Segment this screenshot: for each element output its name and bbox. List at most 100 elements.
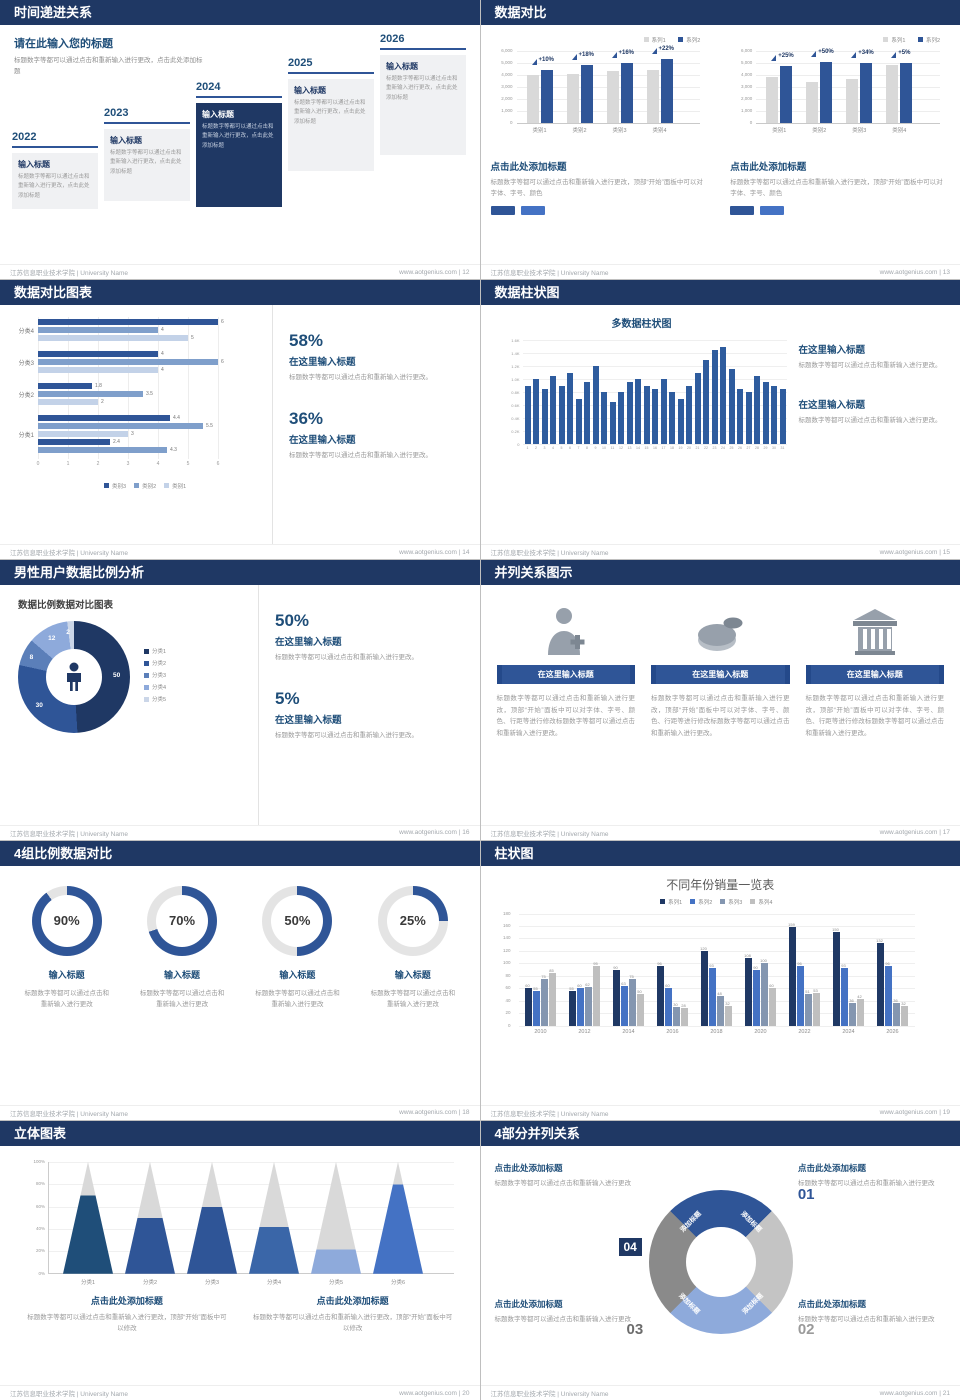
c15-bar — [524, 385, 531, 445]
c14-glab: 分类1 — [18, 433, 34, 440]
c13-flag — [771, 55, 777, 61]
chart-area: 数据比例数据对比图表 50 30 8 12 2 分类1 分类2 分类3 分类4 分类5 — [0, 585, 258, 824]
leg16-item: 分类2 — [144, 659, 166, 667]
c14-bar — [38, 391, 143, 398]
c19-val: 36 — [849, 998, 854, 1004]
c15-ylab: 1.4K — [511, 351, 520, 357]
c14-xlab: 5 — [186, 461, 190, 468]
timeline-card-highlight: 输入标题 标题数字等都可以通过点击和重新输入进行更改，点击此处添加标题 — [196, 103, 282, 207]
c15-grid — [522, 366, 787, 368]
c19-val: 90 — [753, 964, 758, 970]
chart-area: 多数据柱状图 1.6K 1.4K 1.2K 1.0K 0.8K 0.6K 0.4K 0.2K 0… — [481, 305, 791, 544]
c19-bar — [804, 993, 812, 1026]
lg-sq — [164, 483, 170, 489]
c13-delta: +50% — [818, 48, 834, 55]
c19-xlab: 2014 — [622, 1028, 635, 1035]
c15-bar — [643, 385, 650, 445]
ring-item-4: 25% 输入标题 标题数字等都可以通过点击和重新输入进行更改 — [360, 885, 465, 1105]
grouped-bar-chart: 6,000 5,000 4,000 3,000 2,000 1,000 0 +25% 类别1 +5… — [730, 45, 948, 149]
c19-val: 132 — [876, 938, 883, 944]
building-icon — [806, 603, 945, 656]
lg-t: 分类4 — [152, 685, 167, 692]
lg-t: 系列2 — [698, 899, 713, 906]
c14-glab: 分类2 — [18, 393, 34, 400]
c19-val: 75 — [629, 973, 634, 979]
slide-title-bar: 并列关系图示 — [480, 560, 960, 586]
c19-bar — [540, 978, 548, 1026]
c19-bar — [796, 965, 804, 1026]
c19-val: 55 — [569, 986, 574, 992]
card-text: 标题数字等都可以通过点击和重新输入进行更改，点击此处添加标题 — [386, 76, 458, 101]
chart-caption: 点击此处添加标题 — [730, 162, 807, 173]
slide-14-bar-comparison: 数据对比图表 0 1 2 3 4 5 6 6 4 5 分类4 4 6 4 分类3 1.8 3.5 2 分类2 4.4 5… — [0, 280, 480, 560]
accent-pill — [520, 206, 545, 216]
accent-pills — [490, 206, 709, 216]
stats-column: 50% 在这里输入标题 标题数字等都可以通过点击和重新输入进行更改。 5% 在这… — [258, 585, 480, 825]
text-block: 在这里输入标题 标题数字等都可以通过点击和重新输入进行更改。 — [799, 397, 947, 426]
ring-heading: 输入标题 — [279, 969, 316, 980]
c15-xlab: 24 — [721, 446, 725, 451]
c19-ylab: 160 — [502, 923, 511, 929]
c15-xlab: 28 — [755, 446, 759, 451]
footer-site-page: www.aotgenius.com | 19 — [880, 1109, 950, 1116]
c19-val: 51 — [805, 988, 810, 994]
c13-bar — [566, 73, 579, 123]
slide-footer: 江苏信息职业技术学院 | University Name www.aotgeni… — [0, 1104, 480, 1120]
slide-footer: 江苏信息职业技术学院 | University Name www.aotgeni… — [0, 1385, 480, 1400]
stat-block: 50% 在这里输入标题 标题数字等都可以通过点击和重新输入进行更改。 — [275, 611, 466, 663]
segment-label: 添加标题 — [740, 1292, 765, 1316]
c15-grid — [522, 379, 787, 381]
c15-bar — [584, 382, 590, 445]
timeline-year: 2024 — [196, 81, 282, 98]
c13-flag — [891, 51, 897, 58]
c19-ylab: 140 — [502, 935, 511, 941]
c19-ylab: 120 — [502, 947, 511, 953]
footer-separator: | — [937, 1389, 943, 1397]
c19-bar — [672, 1006, 680, 1026]
lg-t: 系列1 — [668, 899, 683, 906]
card-title: 输入标题 — [386, 62, 418, 71]
timeline-step-2025: 2025 输入标题 标题数字等都可以通过点击和重新输入进行更改，点击此处添加标题 — [288, 57, 374, 171]
c15-ylab: 1.6K — [511, 338, 520, 344]
slide-title-bar: 柱状图 — [480, 840, 960, 866]
c13-ylab: 6,000 — [501, 48, 513, 53]
c20-ylab: 100% — [33, 1158, 45, 1164]
c19-grid — [518, 988, 915, 990]
c19-grid — [518, 926, 915, 928]
male-icon — [67, 662, 81, 692]
c15-bar — [711, 349, 718, 445]
c13-delta: +22% — [658, 45, 675, 52]
slide-footer: 江苏信息职业技术学院 | University Name www.aotgeni… — [480, 264, 960, 279]
footer-separator: | — [937, 548, 943, 556]
stat-text: 标题数字等都可以通过点击和重新输入进行更改。 — [275, 654, 418, 662]
c15-bar — [601, 392, 607, 445]
c19-bar — [576, 988, 584, 1026]
block-heading: 点击此处添加标题 — [494, 1162, 563, 1173]
c19-val: 30 — [673, 1001, 678, 1007]
c19-ylab: 80 — [505, 972, 511, 978]
c19-bar — [876, 943, 884, 1026]
c15-xlab: 31 — [780, 446, 785, 451]
c14-bar — [38, 359, 218, 366]
c19-bar — [584, 987, 592, 1026]
slide-title-bar: 4组比例数据对比 — [0, 840, 480, 866]
slide-body: 0 1 2 3 4 5 6 6 4 5 分类4 4 6 4 分类3 1.8 3.5 2 分类2 4.4 5.5 3 2.4 4… — [0, 305, 480, 545]
medical-person-icon — [497, 603, 636, 656]
c13-xlab: 类别4 — [652, 128, 667, 134]
grouped-column-chart: 180 160 140 120 100 80 60 40 20 0 60 55 75 85 2010 55 60… — [503, 911, 941, 1035]
stat-percent: 58% — [289, 331, 324, 351]
c19-ylab: 20 — [505, 1010, 511, 1016]
c19-bar — [788, 926, 796, 1026]
c20-cone — [311, 1161, 361, 1274]
c15-bar — [745, 392, 752, 445]
ring-text: 标题数字等都可以通过点击和重新输入进行更改 — [139, 989, 225, 1008]
legend-swatch — [917, 37, 923, 42]
c15-xlab: 4 — [552, 446, 554, 451]
stats-column: 58% 在这里输入标题 标题数字等都可以通过点击和重新输入进行更改。 36% 在… — [272, 305, 480, 545]
pie-3d-icon — [651, 603, 790, 655]
c19-grid — [518, 975, 915, 977]
footer-site: www.aotgenius.com — [399, 1109, 457, 1117]
c19-val: 55 — [533, 986, 538, 992]
c13-ylab: 2,000 — [740, 96, 753, 101]
c20-xlab: 分类5 — [328, 1279, 344, 1286]
